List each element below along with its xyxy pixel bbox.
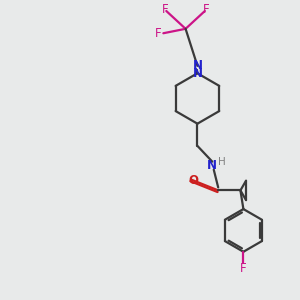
Text: F: F <box>161 3 168 16</box>
Text: F: F <box>240 262 247 275</box>
Text: N: N <box>192 67 203 80</box>
Text: N: N <box>207 159 217 172</box>
Text: F: F <box>155 27 161 40</box>
Text: N: N <box>192 59 203 72</box>
Text: F: F <box>203 3 210 16</box>
Text: H: H <box>218 157 226 166</box>
Text: O: O <box>188 173 198 187</box>
